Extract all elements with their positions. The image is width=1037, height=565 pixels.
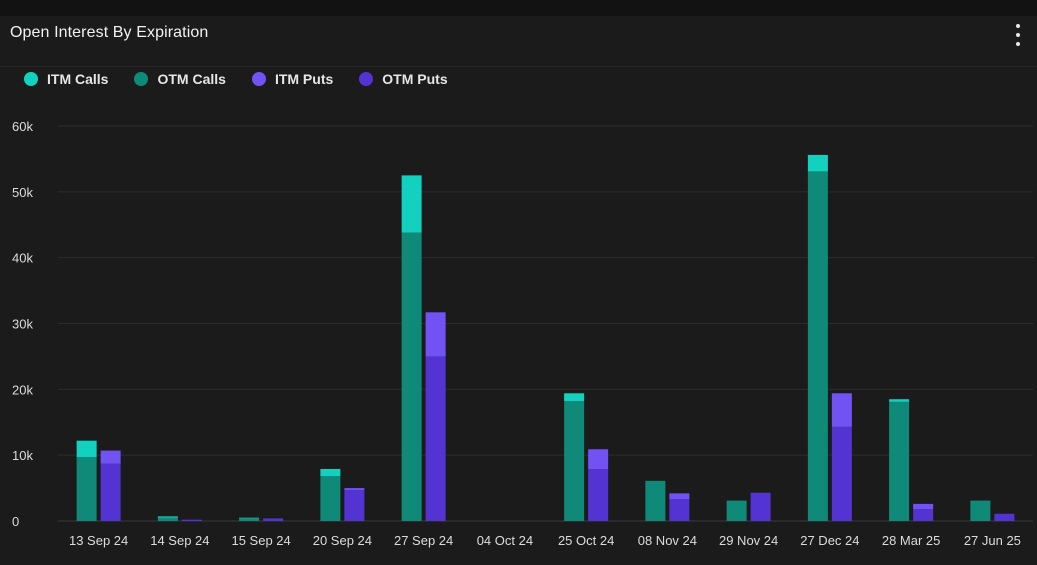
bar-itm-calls: [239, 517, 260, 519]
bar-otm-calls: [807, 171, 828, 522]
bar-otm-puts: [263, 518, 284, 521]
bar-itm-calls: [401, 175, 422, 233]
bar-itm-calls: [157, 516, 178, 518]
x-tick-label: 27 Sep 24: [394, 533, 453, 548]
bar-otm-puts: [588, 468, 609, 521]
x-tick-label: 08 Nov 24: [638, 533, 697, 548]
x-tick-label: 20 Sep 24: [313, 533, 372, 548]
bar-itm-puts: [588, 449, 609, 469]
bar-otm-calls: [239, 518, 260, 521]
bar-otm-puts: [100, 463, 121, 521]
y-tick-label: 60k: [12, 119, 33, 134]
x-tick-label: 14 Sep 24: [150, 533, 209, 548]
x-tick-label: 25 Oct 24: [558, 533, 614, 548]
bar-otm-puts: [913, 509, 934, 521]
legend-label: OTM Puts: [382, 71, 448, 87]
bar-itm-calls: [76, 440, 97, 458]
legend-dot-itm-calls: [24, 72, 38, 86]
x-tick-label: 29 Nov 24: [719, 533, 778, 548]
y-tick-label: 10k: [12, 448, 33, 463]
legend-dot-itm-puts: [251, 72, 266, 86]
legend-label: OTM Calls: [157, 71, 226, 87]
panel-header: Open Interest By Expiration: [0, 16, 1037, 67]
bar-otm-puts: [750, 492, 771, 521]
bar-itm-puts: [831, 393, 852, 427]
x-tick-label: 15 Sep 24: [231, 533, 290, 548]
bar-itm-calls: [807, 154, 828, 172]
chart-panel: Open Interest By Expiration: [0, 16, 1037, 565]
bar-otm-puts: [181, 519, 202, 521]
bar-itm-puts: [669, 493, 690, 500]
bar-otm-calls: [726, 500, 747, 521]
x-tick-label: 04 Oct 24: [477, 533, 533, 548]
y-tick-label: 40k: [12, 251, 33, 266]
y-tick-label: 50k: [12, 185, 33, 200]
bar-itm-calls: [564, 393, 585, 402]
bar-otm-calls: [970, 500, 991, 521]
bar-otm-calls: [564, 401, 585, 521]
bar-otm-calls: [645, 480, 666, 521]
y-tick-label: 30k: [12, 317, 33, 332]
legend-item-itm-calls[interactable]: ITM Calls: [24, 71, 108, 87]
bar-otm-puts: [425, 356, 446, 521]
legend-label: ITM Calls: [47, 71, 109, 87]
chart-legend: ITM Calls OTM Calls ITM Puts OTM Puts: [24, 71, 474, 87]
more-vertical-icon[interactable]: [1009, 24, 1027, 46]
bar-itm-puts: [913, 503, 934, 510]
bar-otm-calls: [320, 476, 341, 521]
bar-otm-puts: [344, 490, 365, 521]
legend-dot-otm-puts: [359, 72, 374, 86]
bar-itm-calls: [320, 468, 341, 477]
legend-label: ITM Puts: [274, 71, 334, 87]
bar-otm-puts: [994, 513, 1015, 521]
y-tick-label: 20k: [12, 382, 33, 397]
legend-item-otm-calls[interactable]: OTM Calls: [134, 71, 226, 87]
x-tick-label: 13 Sep 24: [69, 533, 128, 548]
bar-otm-puts: [831, 426, 852, 521]
bar-itm-puts: [425, 312, 446, 357]
bar-itm-puts: [100, 450, 121, 464]
x-tick-label: 28 Mar 25: [882, 533, 941, 548]
x-tick-label: 27 Jun 25: [964, 533, 1021, 548]
bar-otm-calls: [401, 232, 422, 521]
legend-item-otm-puts[interactable]: OTM Puts: [359, 71, 448, 87]
bar-itm-calls: [889, 399, 910, 402]
y-tick-label: 0: [12, 514, 19, 529]
legend-item-itm-puts[interactable]: ITM Puts: [251, 71, 334, 87]
legend-dot-otm-calls: [134, 72, 149, 86]
x-tick-label: 27 Dec 24: [800, 533, 859, 548]
bar-otm-calls: [76, 457, 97, 521]
bar-itm-puts: [344, 488, 365, 491]
bar-otm-calls: [157, 517, 178, 521]
panel-title: Open Interest By Expiration: [10, 24, 209, 41]
bar-otm-puts: [669, 499, 690, 521]
bar-otm-calls: [889, 401, 910, 521]
